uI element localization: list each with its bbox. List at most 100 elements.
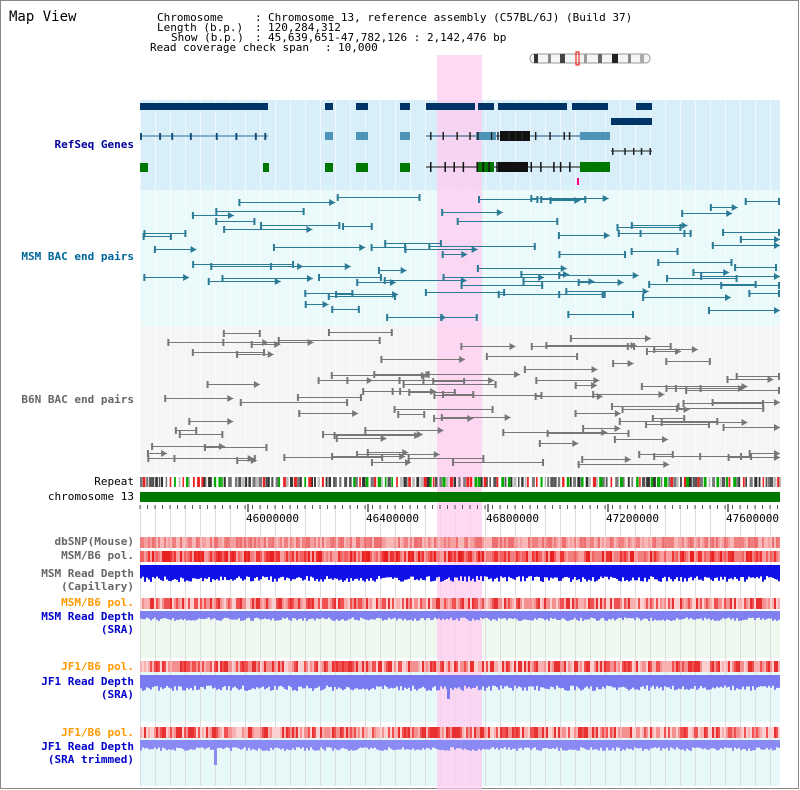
track-label-jf1-b6-pol-2[interactable]: JF1/B6 pol. xyxy=(61,726,134,739)
msm-b6-pol-strip xyxy=(448,598,450,609)
jf1-sra-depth-bar xyxy=(362,675,364,689)
msm-bac-pair-end xyxy=(617,230,620,237)
msm-b6-pol-strip xyxy=(508,551,510,562)
repeat-element xyxy=(213,477,217,487)
msm-b6-pol-strip xyxy=(458,551,460,562)
jf1-b6-pol-strip xyxy=(142,661,144,672)
dbsnp-strip xyxy=(634,537,636,548)
msm-bac-pair-end xyxy=(630,248,633,255)
track-label-msm-b6-pol-2[interactable]: MSM/B6 pol. xyxy=(61,596,134,609)
jf1-trimmed-depth-bar xyxy=(226,740,228,748)
header-length-key: Length (b.p.) xyxy=(157,21,244,34)
msm-sra-depth-bar xyxy=(714,611,716,621)
msm-b6-pol-strip xyxy=(236,551,238,562)
msm-sra-depth-bar xyxy=(480,611,482,618)
jf1-b6-pol-strip xyxy=(408,661,410,672)
repeat-element xyxy=(370,477,374,487)
jf1-b6-pol-strip xyxy=(338,661,340,672)
msm-capillary-depth-bar xyxy=(680,565,682,577)
msm-b6-pol-strip xyxy=(468,598,470,609)
jf1-sra-depth-bar xyxy=(458,675,460,688)
jf1-trimmed-depth-bar xyxy=(740,740,742,751)
dbsnp-strip xyxy=(568,537,570,548)
jf1-b6-pol-strip xyxy=(662,727,664,738)
jf1-sra-depth-bar xyxy=(278,675,280,687)
b6n-bac-pair-end xyxy=(665,358,668,365)
dbsnp-strip xyxy=(686,537,688,548)
jf1-trimmed-depth-bar-spike xyxy=(214,740,217,765)
jf1-trimmed-depth-bar xyxy=(652,740,654,749)
jf1-sra-depth-bar xyxy=(618,675,620,688)
msm-capillary-depth-bar xyxy=(216,565,218,580)
msm-sra-depth-bar xyxy=(310,611,312,619)
repeat-element xyxy=(362,477,366,487)
repeat-element xyxy=(158,477,161,487)
msm-b6-pol-strip xyxy=(292,551,294,562)
msm-b6-pol-strip xyxy=(630,598,632,609)
msm-b6-pol-strip xyxy=(632,598,634,609)
repeat-element xyxy=(458,477,461,487)
jf1-b6-pol-strip xyxy=(378,661,380,672)
jf1-trimmed-depth-bar xyxy=(308,740,310,751)
jf1-sra-depth-bar xyxy=(478,675,480,691)
dbsnp-strip xyxy=(666,537,668,548)
msm-bac-pair-end xyxy=(394,293,397,300)
jf1-trimmed-depth-bar xyxy=(768,740,770,750)
track-label-jf1-b6-pol-1[interactable]: JF1/B6 pol. xyxy=(61,660,134,673)
msm-sra-depth-bar xyxy=(178,611,180,620)
jf1-sra-depth-bar xyxy=(680,675,682,690)
jf1-sra-depth-bar xyxy=(272,675,274,691)
jf1-sra-depth-bar xyxy=(516,675,518,689)
track-label-jf1-depth-trimmed[interactable]: JF1 Read Depth xyxy=(41,740,134,753)
msm-sra-depth-bar xyxy=(536,611,538,620)
track-label-jf1-depth-sra[interactable]: JF1 Read Depth xyxy=(41,675,134,688)
jf1-b6-pol-strip xyxy=(526,661,528,672)
jf1-b6-pol-strip xyxy=(444,661,446,672)
jf1-b6-pol-strip xyxy=(480,727,482,738)
msm-capillary-depth-bar xyxy=(160,565,162,581)
msm-b6-pol-strip xyxy=(468,551,470,562)
dbsnp-strip xyxy=(752,537,754,548)
track-label-msm-depth-sra[interactable]: MSM Read Depth xyxy=(41,610,134,623)
jf1-b6-pol-strip xyxy=(374,661,376,672)
jf1-sra-depth-bar xyxy=(430,675,432,691)
jf1-b6-pol-strip xyxy=(344,727,346,738)
msm-capillary-depth-bar xyxy=(144,565,146,582)
msm-sra-depth-bar xyxy=(660,611,662,621)
msm-sra-depth-bar xyxy=(656,611,658,621)
track-label-msm-depth-capillary[interactable]: MSM Read Depth xyxy=(41,567,134,580)
repeat-element xyxy=(610,477,613,487)
track-label-b6n-bac[interactable]: B6N BAC end pairs xyxy=(21,393,134,406)
b6n-bac-pair-end xyxy=(151,443,154,450)
msm-bac-pair-arrow xyxy=(392,291,399,298)
msm-sra-depth-bar xyxy=(254,611,256,619)
jf1-sra-depth-bar xyxy=(530,675,532,687)
track-label-msm-b6-pol-1[interactable]: MSM/B6 pol. xyxy=(61,549,134,562)
track-label-msm-bac[interactable]: MSM BAC end pairs xyxy=(21,250,134,263)
msm-b6-pol-strip xyxy=(184,598,186,609)
jf1-b6-pol-strip xyxy=(302,727,304,738)
jf1-trimmed-depth-bar xyxy=(392,740,394,750)
track-label-refseq[interactable]: RefSeq Genes xyxy=(54,138,134,151)
jf1-trimmed-depth-bar xyxy=(714,740,716,749)
jf1-sra-depth-bar xyxy=(470,675,472,689)
msm-sra-depth-bar xyxy=(338,611,340,621)
msm-capillary-depth-bar xyxy=(770,565,772,578)
msm-capillary-depth-bar xyxy=(660,565,662,582)
track-label-repeat[interactable]: Repeat xyxy=(94,475,134,488)
dbsnp-strip xyxy=(704,537,706,548)
jf1-trimmed-depth-bar xyxy=(680,740,682,750)
msm-bac-pair-end xyxy=(497,291,500,298)
msm-b6-pol-strip xyxy=(310,551,312,562)
track-label-dbsnp[interactable]: dbSNP(Mouse) xyxy=(54,535,134,548)
msm-b6-pol-strip xyxy=(650,598,652,609)
msm-b6-pol-strip xyxy=(144,551,146,562)
msm-b6-pol-strip xyxy=(368,551,370,562)
msm-sra-depth-bar xyxy=(434,611,436,618)
dbsnp-strip xyxy=(512,537,514,548)
jf1-b6-pol-strip xyxy=(144,727,146,738)
jf1-b6-pol-strip xyxy=(314,727,316,738)
jf1-b6-pol-strip xyxy=(636,727,638,738)
msm-sra-depth-bar xyxy=(312,611,314,619)
